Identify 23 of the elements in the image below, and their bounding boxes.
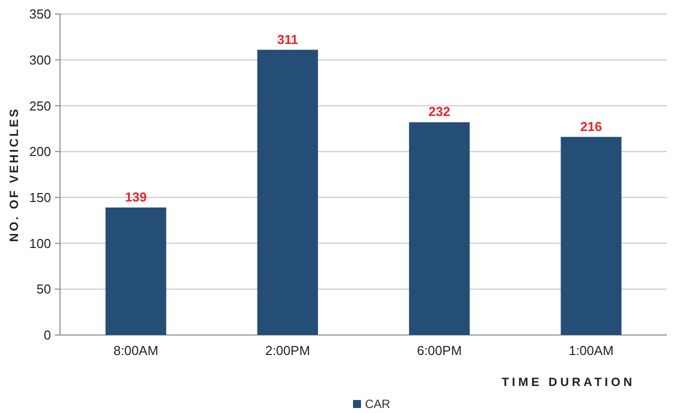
bar xyxy=(257,50,318,335)
bar xyxy=(409,122,470,335)
y-tick-label: 50 xyxy=(36,282,51,297)
data-label: 216 xyxy=(580,118,602,134)
bar xyxy=(106,208,166,335)
x-tick-label: 8:00AM xyxy=(113,343,158,358)
y-tick-label: 150 xyxy=(29,190,51,205)
y-tick-label: 350 xyxy=(29,6,51,22)
data-label: 232 xyxy=(428,104,450,120)
y-tick-label: 100 xyxy=(29,236,51,251)
y-tick-label: 200 xyxy=(29,144,51,160)
x-tick-label: 6:00PM xyxy=(416,343,462,358)
data-label: 311 xyxy=(277,32,298,47)
y-tick-label: 0 xyxy=(44,328,51,343)
y-axis-title: NO. OF VEHICLES xyxy=(7,107,21,242)
x-axis-title: TIME DURATION xyxy=(502,375,635,389)
y-tick-label: 250 xyxy=(29,98,51,114)
legend-label: CAR xyxy=(365,397,391,411)
y-tick-label: 300 xyxy=(29,52,51,68)
x-tick-label: 2:00PM xyxy=(265,343,310,358)
x-tick-label: 1:00AM xyxy=(568,343,614,358)
data-label: 139 xyxy=(125,190,147,205)
bar xyxy=(560,136,622,335)
